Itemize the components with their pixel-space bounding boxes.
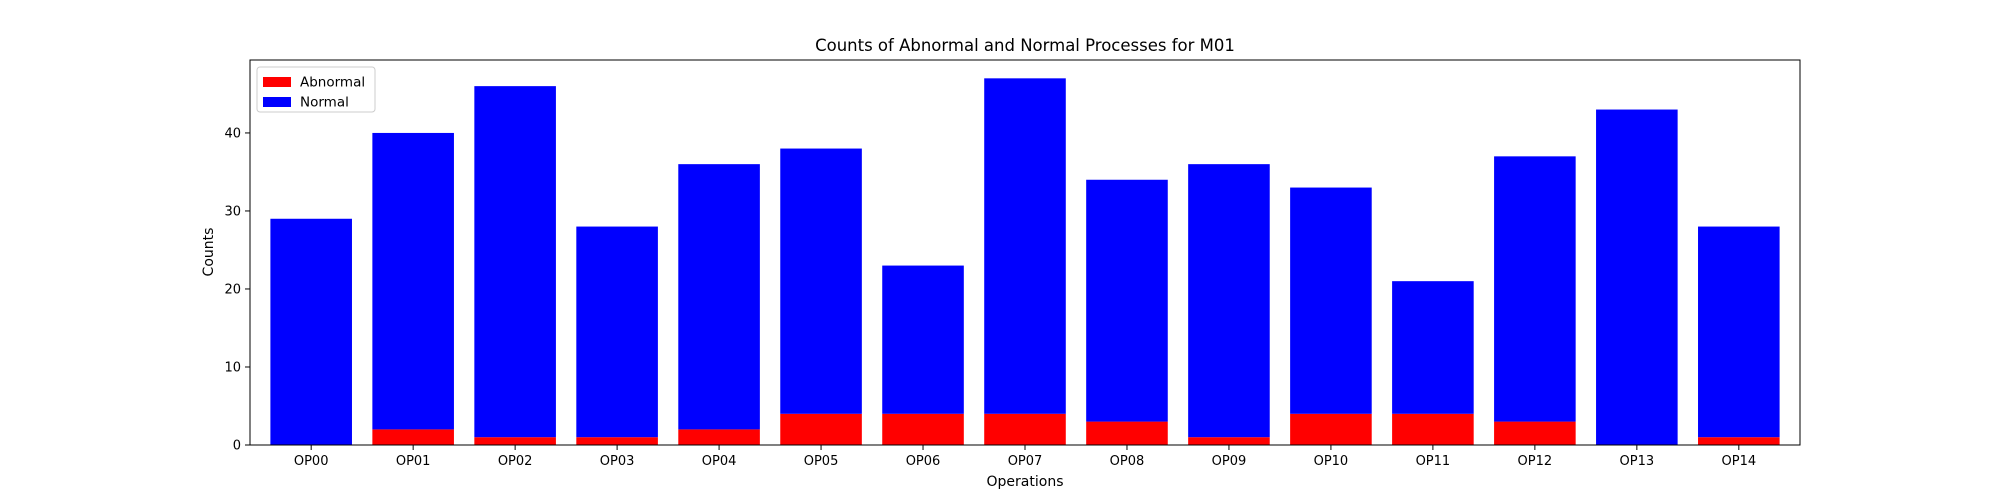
bar-abnormal-op07	[984, 413, 1066, 445]
x-tick-label: OP06	[906, 454, 941, 469]
y-tick-label: 40	[224, 126, 241, 141]
bar-abnormal-op12	[1494, 421, 1576, 445]
bar-normal-op05	[780, 148, 862, 414]
y-tick-label: 10	[224, 360, 241, 375]
x-tick-label: OP12	[1518, 454, 1553, 469]
x-tick-label: OP11	[1416, 454, 1451, 469]
x-tick-label: OP07	[1008, 454, 1043, 469]
chart-title: Counts of Abnormal and Normal Processes …	[815, 36, 1235, 55]
legend: Abnormal Normal	[256, 66, 376, 113]
bar-abnormal-op10	[1290, 413, 1372, 445]
bar-abnormal-op01	[372, 429, 454, 445]
x-tick-label: OP01	[396, 454, 431, 469]
bar-abnormal-op08	[1086, 421, 1168, 445]
bar-abnormal-op02	[474, 437, 556, 445]
y-tick-label: 20	[224, 282, 241, 297]
bar-abnormal-op09	[1188, 437, 1270, 445]
plot-frame	[249, 59, 1801, 446]
x-tick-label: OP03	[600, 454, 635, 469]
bar-abnormal-op06	[882, 413, 964, 445]
bar-normal-op07	[984, 78, 1066, 414]
bar-normal-op14	[1698, 226, 1780, 438]
x-axis-label: Operations	[987, 474, 1064, 490]
bar-normal-op12	[1494, 156, 1576, 422]
bar-normal-op02	[474, 86, 556, 438]
x-tick-label: OP04	[702, 454, 737, 469]
bar-normal-op11	[1392, 281, 1474, 414]
legend-label-abnormal: Abnormal	[300, 75, 365, 91]
x-tick-label: OP14	[1722, 454, 1757, 469]
x-tick-label: OP13	[1620, 454, 1655, 469]
y-axis-ticks: 0 10 20 30 40	[224, 126, 250, 454]
bar-abnormal-op03	[576, 437, 658, 445]
bar-abnormal-op11	[1392, 413, 1474, 445]
bar-abnormal-op04	[678, 429, 760, 445]
bar-normal-op13	[1596, 109, 1678, 446]
bar-normal-op00	[270, 218, 352, 445]
bar-normal-op08	[1086, 179, 1168, 422]
bar-normal-op10	[1290, 187, 1372, 414]
y-tick-label: 30	[224, 204, 241, 219]
bar-normal-op04	[678, 164, 760, 430]
x-tick-label: OP05	[804, 454, 839, 469]
bar-normal-op03	[576, 226, 658, 438]
legend-swatch-abnormal	[263, 77, 291, 87]
bar-normal-op09	[1188, 164, 1270, 438]
bar-normal-op01	[372, 132, 454, 430]
legend-swatch-normal	[263, 97, 291, 107]
y-tick-label: 0	[233, 439, 241, 454]
x-axis-ticks: OP00 OP01 OP02 OP03 OP04 OP05 OP06 OP07 OP08 OP09…	[294, 445, 1756, 469]
y-axis-label: Counts	[201, 228, 217, 277]
bars-layer	[270, 78, 1780, 446]
x-tick-label: OP00	[294, 454, 329, 469]
x-tick-label: OP02	[498, 454, 533, 469]
x-tick-label: OP10	[1314, 454, 1349, 469]
x-tick-label: OP09	[1212, 454, 1247, 469]
bar-normal-op06	[882, 265, 964, 414]
x-tick-label: OP08	[1110, 454, 1145, 469]
bar-abnormal-op14	[1698, 437, 1780, 445]
legend-label-normal: Normal	[300, 95, 349, 111]
bar-abnormal-op05	[780, 413, 862, 445]
